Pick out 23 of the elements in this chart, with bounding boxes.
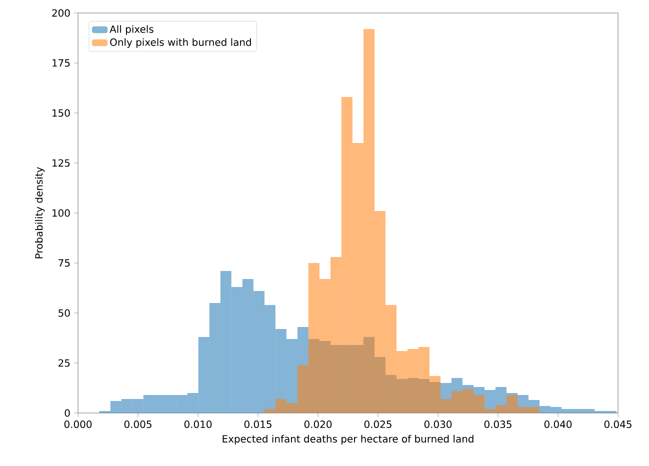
- y-tick-label: 100: [52, 209, 70, 217]
- y-tick-label: 0: [64, 409, 70, 417]
- y-tick-label: 200: [52, 9, 70, 17]
- x-tick-label: 0.005: [124, 420, 152, 428]
- legend-label: All pixels: [110, 25, 154, 35]
- x-tick-label: 0.020: [304, 420, 332, 428]
- legend-label: Only pixels with burned land: [110, 38, 251, 48]
- y-axis-title: Probability density: [34, 167, 45, 258]
- x-tick-label: 0.035: [484, 420, 512, 428]
- y-tick-label: 75: [58, 259, 70, 267]
- y-tick-label: 50: [58, 309, 70, 317]
- x-tick-label: 0.025: [364, 420, 392, 428]
- x-tick-label: 0.030: [424, 420, 452, 428]
- y-tick-label: 175: [52, 59, 70, 67]
- x-tick-label: 0.010: [184, 420, 212, 428]
- x-tick-label: 0.045: [604, 420, 632, 428]
- y-tick-label: 150: [52, 109, 70, 117]
- x-tick-label: 0.040: [544, 420, 572, 428]
- x-axis-title: Expected infant deaths per hectare of burned land: [222, 434, 474, 445]
- x-tick-label: 0.015: [244, 420, 272, 428]
- y-tick-label: 125: [52, 159, 70, 167]
- y-tick-label: 25: [58, 359, 70, 367]
- x-tick-label: 0.000: [64, 420, 92, 428]
